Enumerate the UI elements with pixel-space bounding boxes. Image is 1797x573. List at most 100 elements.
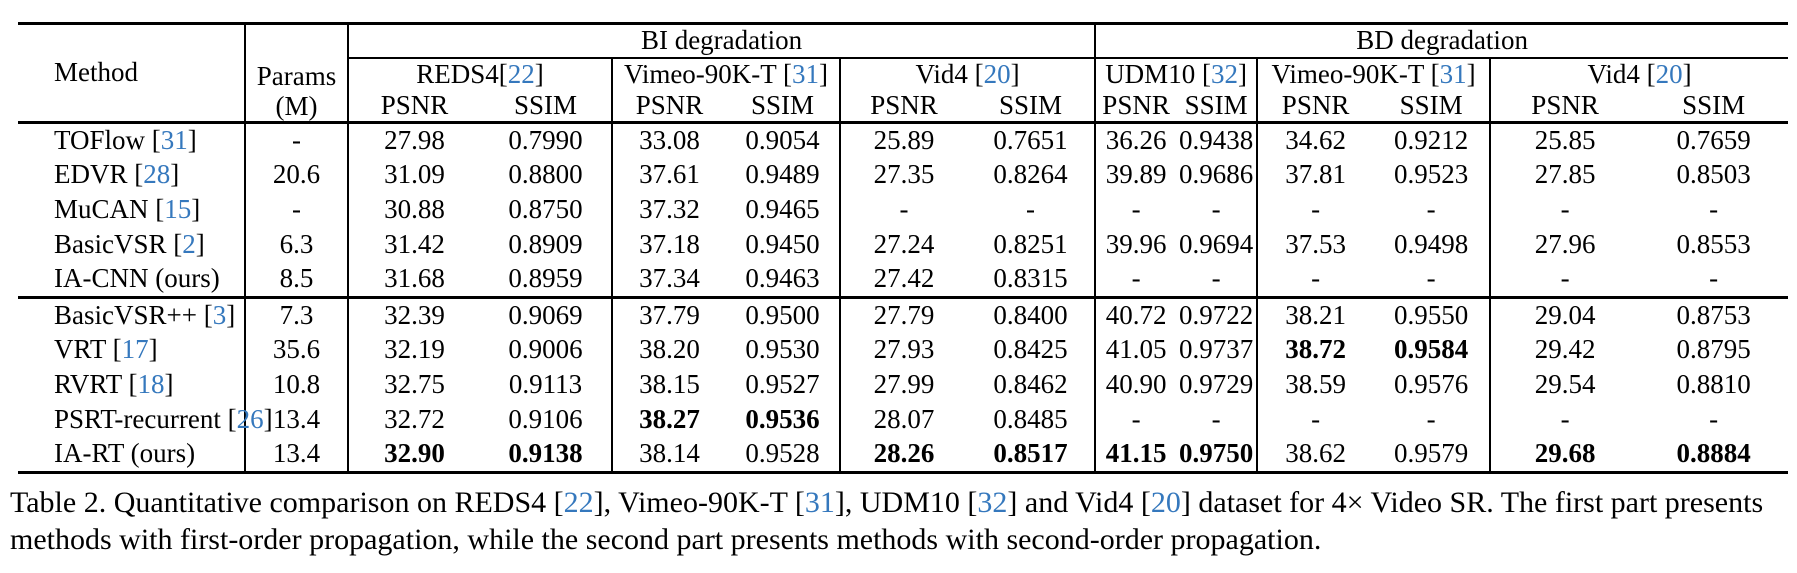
value-cell: 28.07 xyxy=(839,402,967,437)
value-cell: 0.8425 xyxy=(993,334,1068,364)
citation-link[interactable]: 18 xyxy=(137,369,165,399)
value-cell: - xyxy=(1094,262,1177,299)
value-cell: 0.9694 xyxy=(1178,229,1254,259)
value-cell: 0.8909 xyxy=(508,229,583,259)
citation-link[interactable]: 17 xyxy=(121,334,149,364)
value-cell: 0.8553 xyxy=(1676,229,1751,259)
citation-link[interactable]: 20 xyxy=(1150,486,1181,519)
citation-link[interactable]: 31 xyxy=(160,124,188,155)
value-cell: 0.9138 xyxy=(480,437,612,474)
value-cell: - xyxy=(1094,192,1177,227)
value-cell: - xyxy=(1211,404,1221,434)
value-cell: 0.9450 xyxy=(745,229,820,259)
value-cell: - xyxy=(1426,194,1436,224)
citation-link[interactable]: 31 xyxy=(792,58,820,89)
metric-header: SSIM xyxy=(726,89,840,124)
value-cell: 37.79 xyxy=(611,297,726,332)
value-cell: 0.8485 xyxy=(993,404,1068,434)
dataset-header: Vimeo-90K-T [31] xyxy=(611,57,840,90)
citation-link[interactable]: 22 xyxy=(563,486,594,519)
value-cell: 0.9438 xyxy=(1178,124,1254,155)
value-cell: 27.93 xyxy=(839,332,967,367)
value-cell: 32.19 xyxy=(347,332,480,367)
value-cell: - xyxy=(1094,402,1177,437)
value-cell: 31.09 xyxy=(347,157,480,192)
value-cell: 29.54 xyxy=(1489,367,1640,402)
value-cell: 0.9686 xyxy=(1178,159,1254,189)
citation-link[interactable]: 15 xyxy=(164,194,192,224)
degradation-group-header: BD degradation xyxy=(1094,22,1789,59)
citation-link[interactable]: 20 xyxy=(1655,58,1683,89)
value-cell: 0.8517 xyxy=(967,437,1096,474)
params-label-line1: Params xyxy=(256,60,337,91)
metric-header: PSNR xyxy=(1094,89,1177,124)
method-column-header: Method xyxy=(18,22,245,124)
table-row: VRT [17] 35.6 32.19 0.9006 38.20 0.9530 27.93 0… xyxy=(18,332,1788,367)
table-row: RVRT [18] 10.8 32.75 0.9113 38.15 0.9527 27.99… xyxy=(18,367,1788,402)
value-cell: 31.68 xyxy=(347,262,480,299)
value-cell: 0.9530 xyxy=(745,334,820,364)
citation-link[interactable]: 22 xyxy=(507,58,535,89)
citation-link[interactable]: 3 xyxy=(212,299,227,330)
value-cell: 0.9006 xyxy=(508,334,583,364)
metric-header: PSNR xyxy=(611,89,726,124)
value-cell: 37.32 xyxy=(611,192,726,227)
citation-link[interactable]: 32 xyxy=(977,486,1008,519)
value-cell: 0.8795 xyxy=(1676,334,1751,364)
citation-link[interactable]: 32 xyxy=(1210,58,1238,89)
value-cell: 29.04 xyxy=(1489,297,1640,332)
value-cell: 38.27 xyxy=(611,402,726,437)
value-cell: 0.9527 xyxy=(745,369,820,399)
metric-header: SSIM xyxy=(1176,89,1258,124)
value-cell: 0.9465 xyxy=(745,194,820,224)
value-cell: - xyxy=(1373,262,1491,299)
value-cell: 0.7990 xyxy=(508,124,583,155)
value-cell: 0.9536 xyxy=(745,404,820,434)
value-cell: 0.8315 xyxy=(967,262,1096,299)
value-cell: 38.14 xyxy=(611,437,726,474)
metric-header: SSIM xyxy=(1373,89,1491,124)
metric-header: SSIM xyxy=(967,89,1096,124)
citation-link[interactable]: 20 xyxy=(983,58,1011,89)
value-cell: 38.62 xyxy=(1256,437,1374,474)
value-cell: - xyxy=(1026,194,1036,224)
value-cell: 0.9500 xyxy=(745,299,820,330)
citation-link[interactable]: 31 xyxy=(1439,58,1467,89)
citation-link[interactable]: 31 xyxy=(804,486,835,519)
table-header: Method Params (M) BI degradation BD degradat… xyxy=(18,22,1789,124)
citation-link[interactable]: 2 xyxy=(182,229,196,259)
value-cell: 37.34 xyxy=(611,262,726,299)
metric-header: SSIM xyxy=(480,89,612,124)
method-cell: MuCAN [15] xyxy=(54,194,201,224)
method-cell: TOFlow [31] xyxy=(54,124,197,155)
value-cell: - xyxy=(839,192,967,227)
value-cell: 0.8264 xyxy=(993,159,1068,189)
value-cell: 33.08 xyxy=(611,122,726,157)
table-caption: Table 2. Quantitative comparison on REDS… xyxy=(10,486,1764,556)
citation-link[interactable]: 26 xyxy=(236,404,264,434)
citation-link[interactable]: 28 xyxy=(143,159,171,189)
value-cell: 0.9054 xyxy=(745,124,820,155)
params-cell: 6.3 xyxy=(244,227,348,262)
value-cell: 25.89 xyxy=(839,122,967,157)
value-cell: 0.9463 xyxy=(726,262,840,299)
value-cell: 40.90 xyxy=(1094,367,1177,402)
value-cell: 29.68 xyxy=(1489,437,1640,474)
value-cell: 38.20 xyxy=(611,332,726,367)
header-row-groups: Method Params (M) BI degradation BD degradat… xyxy=(18,22,1789,124)
value-cell: - xyxy=(1489,262,1640,299)
header-row-metrics: PSNR SSIM PSNR SSIM PSNR SSIM PSNR SSIM PSNR SSIM… xyxy=(18,89,1789,124)
value-cell: 27.85 xyxy=(1489,157,1640,192)
value-cell: 39.96 xyxy=(1094,227,1177,262)
value-cell: 0.9523 xyxy=(1393,159,1469,189)
value-cell: 41.15 xyxy=(1094,437,1177,474)
value-cell: - xyxy=(1709,404,1719,434)
metric-header: PSNR xyxy=(1489,89,1640,124)
value-cell: - xyxy=(1211,194,1221,224)
results-table: Method Params (M) BI degradation BD degradat… xyxy=(18,22,1789,474)
value-cell: 41.05 xyxy=(1094,332,1177,367)
dataset-header: Vid4 [20] xyxy=(838,57,1096,90)
params-cell: - xyxy=(244,122,348,157)
method-cell: PSRT-recurrent [26] xyxy=(54,404,273,434)
